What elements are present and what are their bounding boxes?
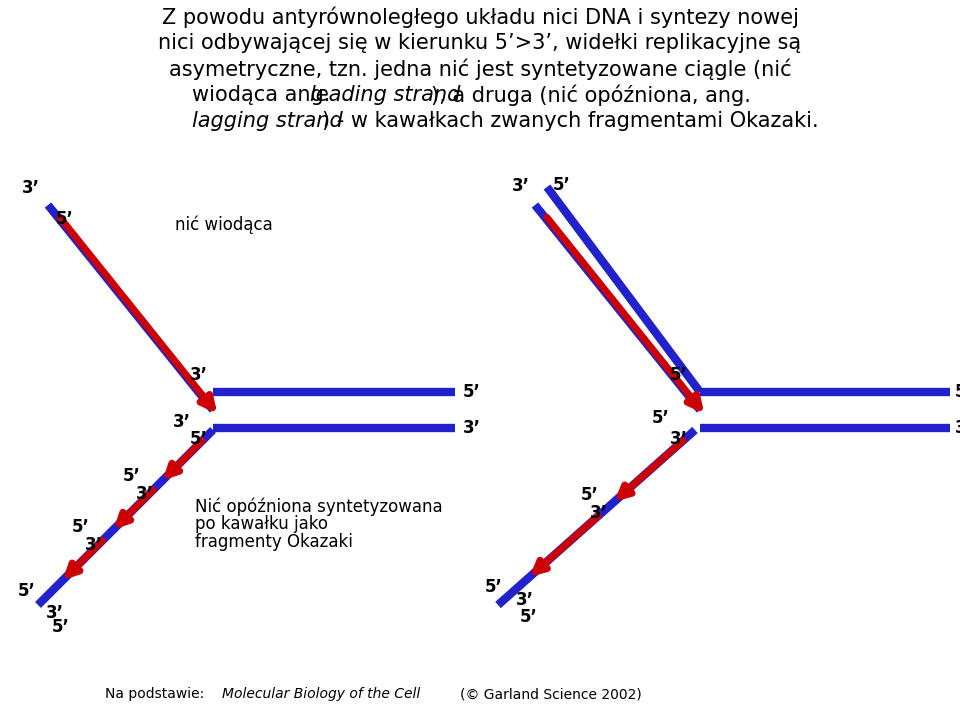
Text: 3’: 3’ [670,430,688,448]
Text: 3’: 3’ [46,604,64,622]
Text: 3’: 3’ [955,419,960,437]
Text: 5’: 5’ [955,383,960,401]
Text: 3’: 3’ [173,413,191,431]
Text: ), a druga (nić opóźniona, ang.: ), a druga (nić opóźniona, ang. [431,85,751,107]
Text: wiodąca ang.: wiodąca ang. [192,85,337,105]
Text: Z powodu antyrównoległego układu nici DNA i syntezy nowej: Z powodu antyrównoległego układu nici DN… [161,7,799,29]
Text: 5’: 5’ [652,409,670,427]
Text: nić wiodąca: nić wiodąca [175,216,273,235]
Text: 3’: 3’ [22,179,40,197]
Text: 5’: 5’ [123,467,141,485]
Text: 5’: 5’ [581,486,598,504]
Text: asymetryczne, tzn. jedna nić jest syntetyzowane ciągle (nić: asymetryczne, tzn. jedna nić jest syntet… [169,59,791,81]
Text: fragmenty Okazaki: fragmenty Okazaki [195,533,353,551]
Text: 5’: 5’ [463,383,481,401]
Text: 3’: 3’ [190,366,208,384]
Text: ) - w kawałkach zwanych fragmentami Okazaki.: ) - w kawałkach zwanych fragmentami Okaz… [322,111,819,131]
Text: 5’: 5’ [190,430,208,448]
Text: Na podstawie:: Na podstawie: [105,687,204,701]
Text: lagging strand: lagging strand [192,111,343,131]
Text: Molecular Biology of the Cell: Molecular Biology of the Cell [222,687,420,701]
Text: 3’: 3’ [590,504,609,522]
Text: (© Garland Science 2002): (© Garland Science 2002) [460,687,641,701]
Text: po kawałku jako: po kawałku jako [195,515,328,533]
Text: Nić opóźniona syntetyzowana: Nić opóźniona syntetyzowana [195,497,443,516]
Text: 3’: 3’ [463,419,481,437]
Text: 5’: 5’ [52,618,70,636]
Text: 5’: 5’ [670,366,688,384]
Text: 3’: 3’ [512,177,530,195]
Text: 5’: 5’ [553,176,571,194]
Text: 5’: 5’ [18,582,36,600]
Text: 3’: 3’ [135,485,154,503]
Text: 3’: 3’ [85,536,103,554]
Text: leading strand: leading strand [310,85,461,105]
Text: nici odbywającej się w kierunku 5’>3’, widełki replikacyjne są: nici odbywającej się w kierunku 5’>3’, w… [158,33,802,53]
Text: 5’: 5’ [485,578,503,596]
Text: 5’: 5’ [72,518,90,536]
Text: 3’: 3’ [516,591,534,609]
Text: 5’: 5’ [56,210,74,228]
Text: 5’: 5’ [520,608,538,626]
